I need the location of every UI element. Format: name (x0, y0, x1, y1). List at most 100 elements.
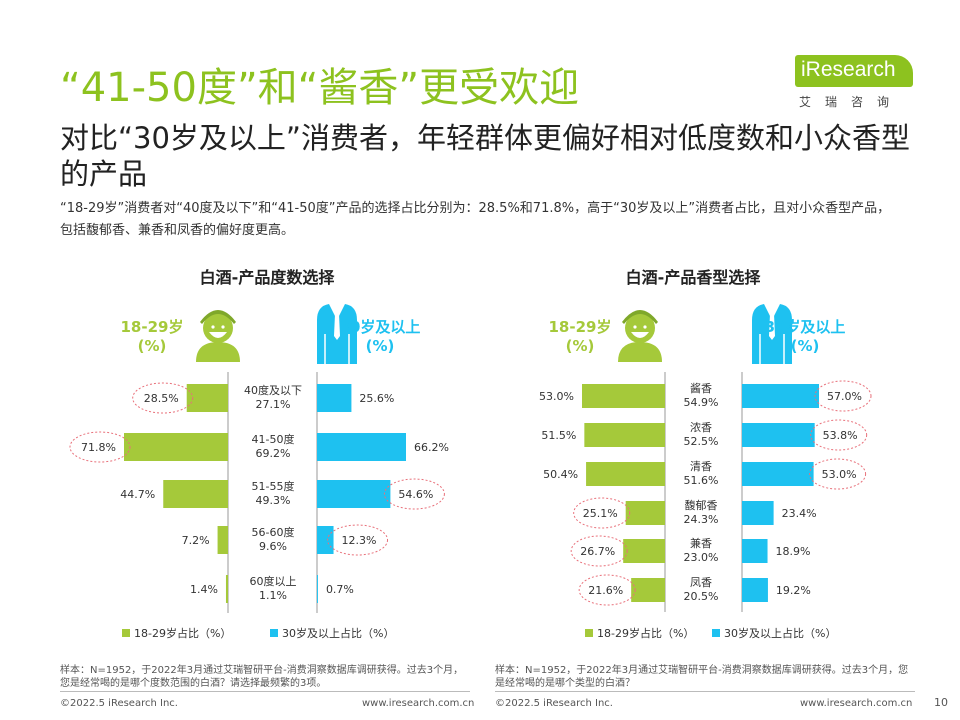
category-total: 51.6% (684, 474, 719, 487)
legend-swatch-adult (270, 629, 278, 637)
legend-swatch-adult (712, 629, 720, 637)
value-label-adult: 53.0% (822, 468, 857, 481)
chart-note-degree: 样本：N=1952，于2022年3月通过艾瑞智研平台-消费洞察数据库调研获得。过… (60, 665, 464, 689)
bar-adult-degree (317, 384, 352, 412)
category-total: 23.0% (684, 551, 719, 564)
highlight-circle-adult (809, 458, 867, 490)
bar-young-degree (225, 575, 228, 603)
bar-young-aroma (623, 539, 665, 563)
category-label: 41-50度 (252, 432, 295, 446)
group-label-adult-aroma: 30岁及以上 (765, 318, 846, 336)
highlight-circle-adult (814, 380, 872, 412)
group-label-young-aroma-unit: (%) (566, 337, 595, 355)
group-label-young-degree: 18-29岁 (121, 318, 184, 336)
bar-young-aroma (631, 578, 665, 602)
iresearch-logo: iResearch 艾瑞咨询 (795, 55, 913, 110)
highlight-circle-young (132, 382, 194, 414)
category-total: 27.1% (256, 398, 291, 411)
bar-adult-aroma (742, 462, 814, 486)
legend-label-adult: 30岁及以上占比（%） (282, 626, 394, 640)
value-label-adult: 0.7% (326, 583, 354, 596)
logo-text: iResearch (801, 58, 896, 81)
bar-adult-degree (317, 433, 406, 461)
suit-person-icon (752, 304, 792, 364)
group-label-adult-degree-unit: (%) (366, 337, 395, 355)
category-total: 1.1% (259, 589, 287, 602)
value-label-young: 53.0% (539, 390, 574, 403)
value-label-young: 50.4% (543, 468, 578, 481)
page-number: 10 (934, 696, 948, 709)
bar-adult-aroma (742, 384, 819, 408)
highlight-circle-adult (383, 478, 445, 510)
bar-young-aroma (582, 384, 665, 408)
category-total: 24.3% (684, 513, 719, 526)
group-label-young-aroma: 18-29岁 (549, 318, 612, 336)
category-label: 兼香 (690, 537, 712, 550)
highlight-circle-adult (327, 524, 389, 556)
category-label: 56-60度 (252, 525, 295, 539)
value-label-adult: 19.2% (776, 584, 811, 597)
bar-young-degree (163, 480, 228, 508)
category-total: 9.6% (259, 540, 287, 553)
group-label-adult-aroma-unit: (%) (791, 337, 820, 355)
footer-url-right: www.iresearch.com.cn (800, 698, 913, 709)
category-total: 49.3% (256, 494, 291, 507)
category-label: 酱香 (690, 381, 712, 395)
category-label: 60度以上 (250, 574, 297, 588)
footer-url-left: www.iresearch.com.cn (362, 698, 475, 709)
bar-adult-aroma (742, 539, 768, 563)
category-label: 51-55度 (252, 479, 295, 493)
chart-title-degree: 白酒-产品度数选择 (200, 268, 336, 287)
page-description: “18-29岁”消费者对“40度及以下”和“41-50度”产品的选择占比分别为：… (60, 201, 891, 238)
value-label-adult: 12.3% (342, 534, 377, 547)
bar-adult-degree (317, 575, 318, 603)
value-label-adult: 53.8% (823, 429, 858, 442)
footer-divider-left (60, 691, 470, 692)
bar-young-aroma (625, 501, 665, 525)
value-label-young: 26.7% (580, 545, 615, 558)
legend-label-young: 18-29岁占比（%） (134, 626, 231, 640)
suit-person-icon (317, 304, 357, 364)
legend-swatch-young (122, 629, 130, 637)
bar-adult-degree (317, 480, 391, 508)
category-total: 69.2% (256, 447, 291, 460)
bar-adult-aroma (742, 501, 774, 525)
legend-swatch-young (585, 629, 593, 637)
bar-young-degree (124, 433, 228, 461)
bar-adult-aroma (742, 423, 815, 447)
value-label-adult: 66.2% (414, 441, 449, 454)
legend-label-young: 18-29岁占比（%） (597, 626, 694, 640)
highlight-circle-young (573, 497, 631, 529)
highlight-circle-young (570, 535, 628, 567)
footer-divider-right (495, 691, 915, 692)
young-person-icon (196, 310, 240, 362)
highlight-circle-young (69, 431, 131, 463)
category-total: 52.5% (684, 435, 719, 448)
page-title: “41-50度”和“酱香”更受欢迎 (60, 65, 580, 111)
footer-copyright-left: ©2022.5 iResearch Inc. (60, 698, 178, 709)
value-label-young: 51.5% (541, 429, 576, 442)
value-label-adult: 54.6% (398, 488, 433, 501)
value-label-young: 44.7% (120, 488, 155, 501)
value-label-young: 7.2% (182, 534, 210, 547)
group-label-adult-degree: 30岁及以上 (340, 318, 421, 336)
value-label-young: 71.8% (81, 441, 116, 454)
category-label: 浓香 (690, 421, 712, 434)
value-label-adult: 18.9% (776, 545, 811, 558)
category-total: 20.5% (684, 590, 719, 603)
footer-copyright-right: ©2022.5 iResearch Inc. (495, 698, 613, 709)
legend-label-adult: 30岁及以上占比（%） (724, 626, 836, 640)
logo-subtext: 艾瑞咨询 (799, 95, 904, 109)
bar-adult-degree (317, 526, 334, 554)
page-subtitle: 对比“30岁及以上”消费者，年轻群体更偏好相对低度数和小众香型的产品 (60, 121, 910, 191)
value-label-adult: 23.4% (782, 507, 817, 520)
highlight-circle-adult (810, 419, 868, 451)
bar-young-aroma (584, 423, 665, 447)
bar-young-aroma (586, 462, 665, 486)
value-label-young: 21.6% (588, 584, 623, 597)
category-label: 40度及以下 (244, 383, 302, 397)
young-person-icon (618, 310, 662, 362)
value-label-young: 25.1% (583, 507, 618, 520)
category-label: 凤香 (690, 576, 712, 589)
